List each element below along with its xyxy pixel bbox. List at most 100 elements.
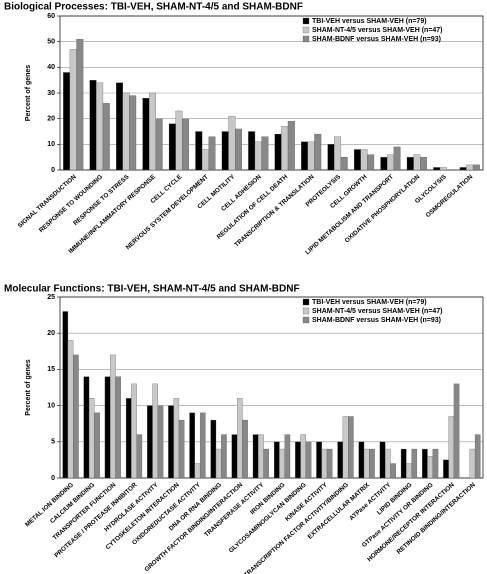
bar (307, 141, 315, 171)
bar (129, 95, 137, 171)
bar (273, 441, 280, 479)
chart-title: Biological Processes: TBI-VEH, SHAM-NT-4… (4, 2, 303, 13)
bar (62, 311, 69, 479)
bar (194, 463, 201, 479)
bar (406, 463, 412, 479)
bar (83, 376, 90, 479)
bar (261, 136, 269, 171)
bar (104, 376, 111, 479)
bar (125, 398, 132, 479)
bar (469, 448, 476, 479)
legend-label: SHAM-NT-4/5 versus SHAM-VEH (n=47) (312, 308, 443, 315)
bar (242, 419, 248, 479)
bar (210, 419, 217, 479)
bar (116, 82, 123, 171)
y-tick-label: 15 (47, 366, 55, 373)
legend-label: SHAM-NT-4/5 versus SHAM-VEH (n=47) (312, 27, 443, 34)
bar (215, 448, 222, 479)
y-tick-label: 10 (47, 141, 55, 148)
bar (228, 115, 236, 171)
bar (142, 97, 150, 171)
y-axis-label: Percent of genes (25, 65, 32, 122)
bar (89, 80, 97, 171)
bar (168, 405, 174, 479)
bar (466, 164, 474, 171)
bar (115, 376, 121, 479)
bar (453, 383, 460, 479)
legend-swatch (302, 316, 310, 324)
y-tick-label: 20 (47, 330, 55, 337)
bar (379, 441, 386, 479)
bar (252, 434, 259, 479)
bar (274, 133, 282, 171)
legend-swatch (302, 298, 310, 306)
bar (221, 131, 229, 171)
bar (279, 448, 285, 479)
bar (433, 167, 441, 171)
plot-frame (59, 296, 484, 479)
plot-frame (59, 15, 484, 171)
bar (326, 448, 333, 479)
bar (76, 38, 84, 171)
y-axis-label: Percent of genes (25, 359, 32, 416)
bar (314, 133, 322, 171)
bar (406, 157, 414, 171)
bar (201, 149, 209, 171)
bar (102, 103, 110, 171)
legend-label: TBI-VEH versus SHAM-VEH (n=79) (312, 18, 427, 25)
y-tick-label: 0 (51, 475, 55, 482)
y-tick-label: 50 (47, 39, 55, 46)
x-tick-label: GLYCOSAMINOGLYCAN BINDING (228, 481, 308, 554)
bar (96, 82, 104, 171)
bar (175, 110, 183, 171)
legend-label: TBI-VEH versus SHAM-VEH (n=79) (312, 299, 427, 306)
bar (432, 448, 439, 479)
bar (390, 463, 396, 479)
y-tick-label: 30 (47, 90, 55, 97)
bar (236, 398, 243, 479)
bar (380, 157, 388, 171)
bar (63, 72, 71, 171)
chart-title: Molecular Functions: TBI-VEH, SHAM-NT-4/… (4, 284, 300, 295)
bar (367, 154, 375, 171)
bar (393, 146, 401, 171)
y-tick-label: 60 (47, 13, 55, 20)
bar (340, 157, 348, 171)
bar (358, 441, 365, 479)
bar (136, 434, 143, 479)
legend-swatch (302, 307, 310, 315)
bar (155, 118, 163, 171)
bar (157, 405, 164, 479)
bar (411, 448, 418, 479)
x-tick-label: GROWTH FACTOR BINDING/INTERACTION (143, 481, 244, 573)
y-tick-label: 25 (47, 294, 55, 301)
bar (353, 149, 361, 171)
bar (301, 141, 309, 171)
bar (459, 167, 467, 171)
bar (413, 154, 421, 171)
bar (316, 441, 322, 479)
bar (263, 448, 270, 479)
bar (360, 149, 368, 171)
bar (110, 354, 116, 479)
bar (472, 164, 480, 171)
bar (337, 441, 344, 479)
x-tick-label: RETINOID BINDING/INTERACTION (396, 481, 478, 556)
bar (178, 419, 185, 479)
bar (300, 434, 307, 479)
bar (420, 157, 427, 171)
bar (94, 412, 100, 479)
bar (295, 441, 301, 479)
bar (221, 434, 227, 479)
y-tick-label: 20 (47, 116, 55, 123)
bar (385, 448, 391, 479)
bar (284, 434, 291, 479)
legend-label: SHAM-BDNF versus SHAM-VEH (n=93) (312, 317, 441, 324)
bar (439, 167, 447, 171)
bar (67, 340, 74, 479)
y-tick-label: 0 (51, 167, 55, 174)
bar (369, 448, 375, 479)
bar (231, 434, 238, 479)
bar (182, 118, 190, 171)
